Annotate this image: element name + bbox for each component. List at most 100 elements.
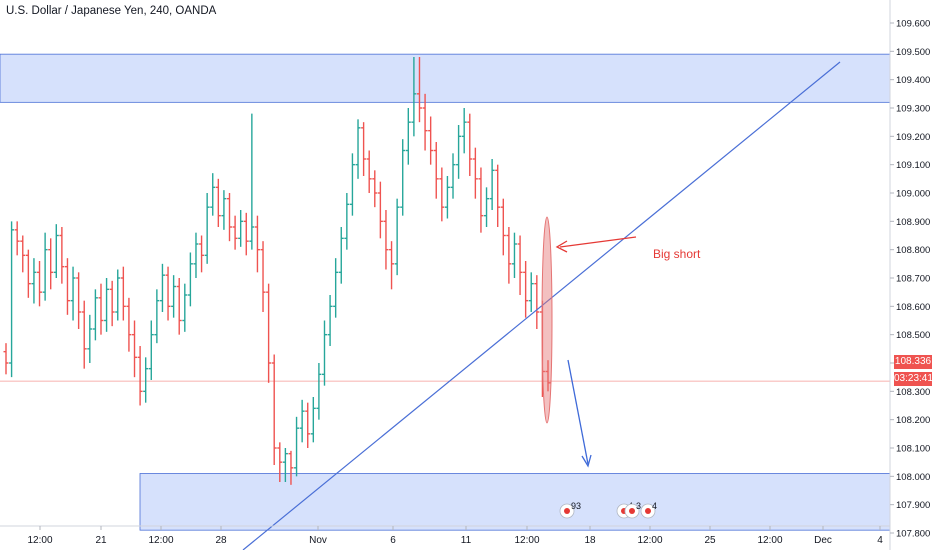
ohlc-bar [422,93,428,151]
ohlc-bar [215,178,221,227]
ohlc-bar [517,235,523,295]
ohlc-bar [98,283,104,335]
ohlc-bar [428,116,434,165]
ohlc-bar [433,142,439,199]
ohlc-bar [316,363,322,420]
ohlc-bar [193,232,199,278]
ohlc-bar [534,275,540,329]
y-tick-label: 109.100 [896,160,930,171]
y-tick-label: 108.700 [896,274,930,285]
current-price-tag: 108.336 [894,355,932,369]
ohlc-bar [472,147,478,199]
ohlc-bar [321,320,327,386]
ohlc-bar [260,241,266,312]
ohlc-bar [221,190,227,230]
ohlc-bar [333,258,339,318]
ohlc-bar [92,289,98,341]
y-tick-label: 109.500 [896,47,930,58]
ohlc-bar [187,252,193,307]
ohlc-bar [528,272,534,312]
red-arrow-head [555,240,568,253]
ohlc-bar [3,343,9,375]
ohlc-bar [400,139,406,216]
ohlc-bar [310,397,316,443]
ohlc-bar [243,212,249,256]
ohlc-bar [204,193,210,264]
chart-title: U.S. Dollar / Japanese Yen, 240, OANDA [6,5,217,17]
ohlc-bar [249,113,255,250]
flag-dot [564,508,570,514]
x-tick-label: 12:00 [27,535,52,546]
ohlc-bar [372,170,378,208]
ohlc-bar [377,181,383,239]
y-tick-label: 109.600 [896,19,930,30]
ohlc-bar [115,269,121,321]
blue-arrow-line [567,359,589,465]
y-tick-label: 109.300 [896,104,930,115]
y-tick-label: 108.000 [896,472,930,483]
ohlc-bar [176,278,182,335]
ohlc-bar [355,119,361,179]
x-tick-label: Dec [814,535,832,546]
ohlc-bar [394,198,400,276]
ohlc-bar [277,442,283,482]
ohlc-bar [132,320,138,378]
x-tick-label: 12:00 [637,535,662,546]
ohlc-bar [159,263,165,312]
ohlc-bar [489,159,495,210]
x-tick-label: 12:00 [757,535,782,546]
ohlc-bar [42,232,48,301]
support-zone [139,473,891,531]
ohlc-bar [9,221,15,378]
ohlc-bar [25,249,31,298]
ohlc-bar [199,235,205,273]
y-tick-label: 109.000 [896,189,930,200]
ohlc-bar [53,224,59,278]
ohlc-bar [484,187,490,227]
x-tick-label: 12:00 [148,535,173,546]
y-tick-label: 108.200 [896,415,930,426]
event-count: 3 [636,501,641,511]
x-tick-label: 12:00 [514,535,539,546]
ohlc-bar [416,57,422,123]
ohlc-bar [81,300,87,369]
ohlc-bar [294,416,300,477]
flag-dot [629,508,635,514]
ohlc-bar [104,278,110,332]
ohlc-bar [344,193,350,250]
ohlc-bar [64,258,70,315]
ohlc-bar [327,295,333,346]
ohlc-bar [361,122,367,176]
ohlc-bar [76,272,82,329]
ohlc-bar [70,266,76,321]
ohlc-bar [271,354,277,465]
ohlc-bar [439,167,445,222]
ohlc-bar [383,210,389,270]
x-tick-label: 6 [390,535,396,546]
ohlc-bar [495,164,501,227]
trendline [242,61,841,551]
ohlc-bar [511,232,517,278]
ohlc-bar [238,210,244,247]
x-tick-label: 25 [704,535,716,546]
ohlc-bar [411,57,417,137]
ohlc-bar [154,289,160,344]
countdown-tag: 03:23:41 [894,372,932,386]
y-tick-label: 108.500 [896,330,930,341]
ohlc-bar [288,450,294,485]
ohlc-bar [165,266,171,321]
ohlc-bar [523,261,529,318]
ohlc-bar [338,227,344,284]
ohlc-bar [254,215,260,273]
ohlc-bar [461,108,467,154]
ohlc-bar [143,357,149,403]
ohlc-bar [478,167,484,233]
event-marker: 3 [624,501,641,519]
ohlc-bar [148,320,154,380]
ohlc-bar [227,193,233,242]
ohlc-bar [467,113,473,176]
ohlc-bar [500,198,506,256]
